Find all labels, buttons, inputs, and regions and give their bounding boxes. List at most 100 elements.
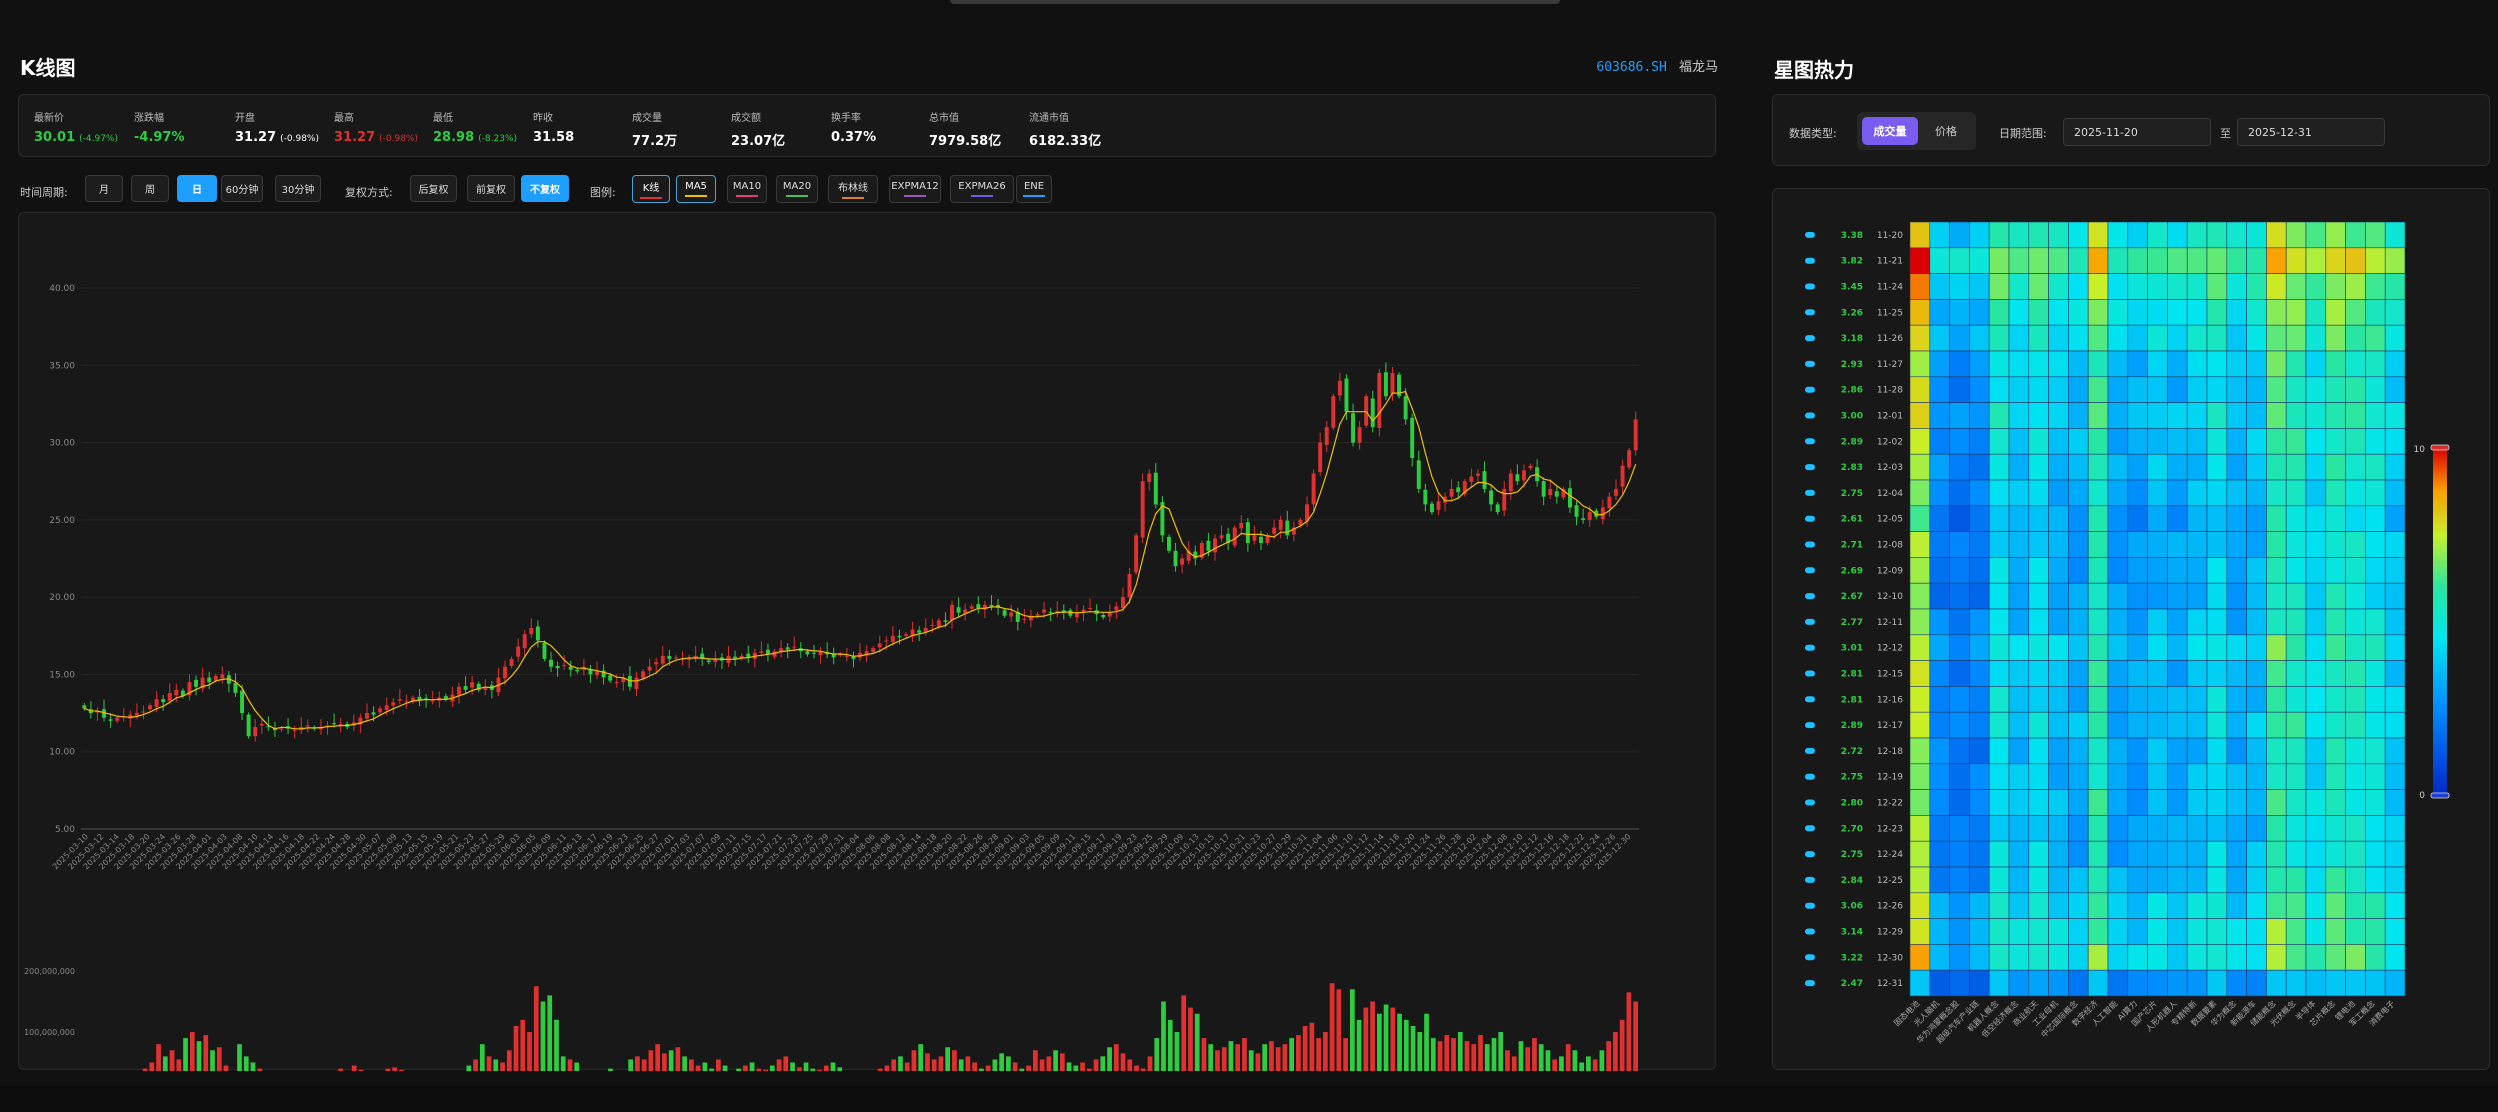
volume-bar [399, 1069, 404, 1071]
candle-body [194, 679, 199, 687]
heatmap-cell [1988, 815, 2010, 842]
heatmap-cell [1988, 376, 2010, 403]
period-day-button[interactable]: 日 [177, 175, 217, 202]
volume-bar [1390, 1007, 1396, 1071]
volume-bar [1619, 1019, 1625, 1071]
heatmap-cell [1988, 453, 2010, 481]
heatmap-cell [2068, 969, 2089, 997]
legend-toggle-ma20[interactable]: MA20 [776, 175, 818, 203]
volume-bar [1086, 1068, 1092, 1071]
heatmap-cell [2266, 350, 2287, 378]
candle-body [779, 648, 784, 653]
volume-bar [1302, 1025, 1308, 1071]
heatmap-cell [2384, 453, 2406, 481]
period-month-button[interactable]: 月 [85, 175, 123, 202]
date-to-input[interactable]: 2025-12-31 [2237, 118, 2385, 146]
heatmap-cell [1909, 815, 1931, 842]
row-date-label: 12-26 [1877, 902, 1903, 912]
candle-body [1574, 505, 1579, 517]
volume-bar [493, 1059, 499, 1071]
heatmap-cell [2008, 299, 2030, 326]
volume-bar [1606, 1041, 1612, 1071]
row-date-label: 11-28 [1877, 386, 1903, 396]
data-type-volume-button[interactable]: 成交量 [1862, 117, 1918, 145]
row-marker [1805, 722, 1815, 729]
legend-label: MA5 [685, 181, 707, 192]
period-60min-button[interactable]: 60分钟 [221, 175, 263, 202]
candle-body [397, 699, 402, 701]
candle-body [1627, 450, 1632, 468]
heatmap-cell [2167, 505, 2188, 532]
kline-chart[interactable]: 40.00 35.00 30.00 25.00 20.00 15.00 10.00 5.00 2… [18, 212, 1716, 1071]
heatmap-cell [2246, 789, 2267, 816]
heatmap-cell [2285, 299, 2307, 326]
heatmap-cell [2384, 737, 2406, 765]
heatmap-chart[interactable]: 3.38 11-20 3.82 11-21 3.45 11-24 3.26 11-25 3.18… [1772, 188, 2490, 1070]
heatmap-cell [2186, 582, 2208, 610]
row-marker [1805, 618, 1815, 625]
period-30min-button[interactable]: 30分钟 [275, 175, 321, 202]
heatmap-cell [2028, 866, 2049, 894]
adjust-forward-button[interactable]: 前复权 [467, 175, 515, 202]
volume-bar [547, 995, 553, 1071]
heatmap-cell [2186, 273, 2208, 300]
row-date-label: 12-01 [1877, 412, 1903, 422]
volume-bar [1484, 1044, 1490, 1071]
legend-toggle-ma5[interactable]: MA5 [676, 175, 716, 203]
data-type-price-button[interactable]: 价格 [1935, 125, 1957, 138]
volume-bar [183, 1038, 188, 1071]
heatmap-cell [2048, 969, 2069, 997]
legend-toggle-布林线[interactable]: 布林线 [828, 175, 878, 203]
legend-swatch [685, 195, 707, 197]
heatmap-cell [1949, 866, 1970, 894]
legend-toggle-expma26[interactable]: EXPMA26 [950, 175, 1014, 203]
adjust-none-button[interactable]: 不复权 [521, 175, 569, 202]
adjust-back-button[interactable]: 后复权 [410, 175, 457, 202]
candle-body [108, 719, 113, 721]
heatmap-cell [1988, 711, 2010, 739]
volume-bar [554, 1019, 559, 1071]
heatmap-cell [1949, 608, 1970, 636]
heatmap-cell [1949, 634, 1970, 661]
legend-toggle-k线[interactable]: K线 [632, 175, 670, 203]
candle-body [1298, 519, 1303, 526]
volume-bar [1437, 1041, 1443, 1071]
heatmap-cell [2365, 505, 2386, 532]
heatmap-cell [2147, 376, 2168, 403]
heatmap-cell [2345, 608, 2366, 636]
heatmap-cell [2028, 350, 2049, 378]
visualmap-max-label: 10 [2414, 445, 2426, 455]
legend-toggle-ma10[interactable]: MA10 [727, 175, 767, 203]
date-from-input[interactable]: 2025-11-20 [2063, 118, 2211, 146]
heatmap-cell [2107, 763, 2129, 790]
candle-body [1245, 522, 1250, 544]
legend-toggle-expma12[interactable]: EXPMA12 [889, 175, 941, 203]
heatmap-cell [2167, 660, 2188, 687]
volume-bar [338, 1068, 344, 1071]
heatmap-cell [2147, 686, 2168, 713]
heatmap-cell [2226, 273, 2247, 300]
heatmap-cell [2325, 479, 2346, 507]
heatmap-cell [2186, 737, 2208, 765]
heatmap-cell [2107, 660, 2129, 687]
heatmap-cell [2008, 969, 2030, 997]
heatmap-cell [2186, 531, 2208, 558]
row-marker [1805, 773, 1815, 780]
period-week-button[interactable]: 周 [131, 175, 169, 202]
volume-bar [1006, 1056, 1011, 1071]
heatmap-cell [2127, 789, 2148, 816]
candle-body [463, 686, 468, 690]
heatmap-cell [2127, 944, 2148, 971]
heatmap-title: 星图热力 [1774, 58, 1854, 82]
volume-bar [1572, 1050, 1578, 1071]
heatmap-cell [2068, 324, 2089, 352]
legend-toggle-ene[interactable]: ENE [1016, 175, 1052, 203]
row-marker [1805, 438, 1815, 445]
legend-label: MA10 [732, 181, 762, 192]
heatmap-cell [2147, 866, 2168, 894]
stat-label: 开盘 [235, 113, 255, 124]
volume-bar [695, 1065, 701, 1071]
volume-bar [1424, 1013, 1429, 1071]
heatmap-cell [1909, 866, 1931, 894]
heatmap-cell [2226, 763, 2247, 790]
